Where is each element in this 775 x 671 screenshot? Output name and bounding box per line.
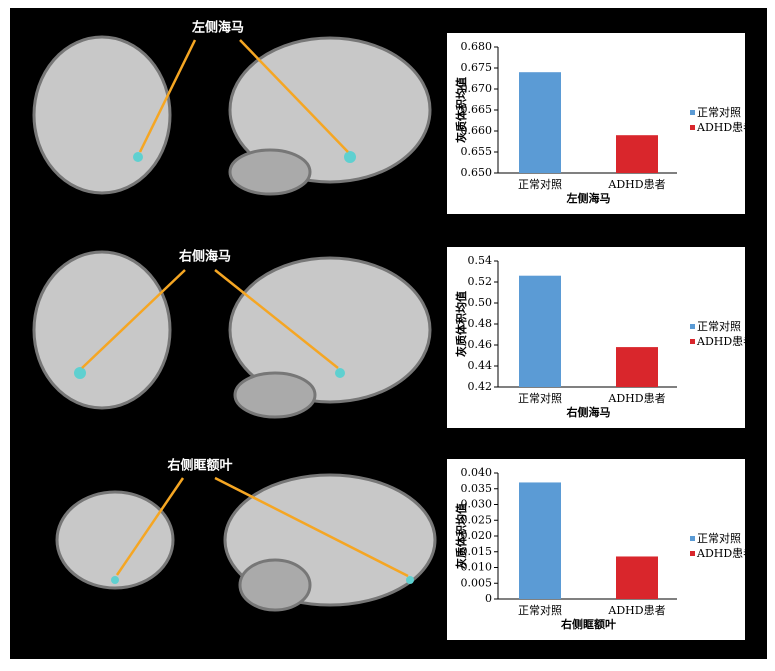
y-tick-label: 0.52 <box>468 275 493 288</box>
bar <box>616 556 658 599</box>
legend-label: 正常对照 <box>697 531 741 545</box>
x-axis-label: 右侧眶额叶 <box>560 617 616 631</box>
x-axis-label: 右侧海马 <box>566 405 611 419</box>
coronal-brain <box>55 490 175 590</box>
legend-swatch <box>690 551 695 556</box>
y-tick-label: 0.020 <box>461 529 493 542</box>
x-tick-label: 正常对照 <box>518 177 562 191</box>
y-tick-label: 0.670 <box>461 82 493 95</box>
y-tick-label: 0.650 <box>461 166 493 179</box>
y-tick-label: 0.44 <box>468 359 493 372</box>
region <box>406 576 414 584</box>
y-tick-label: 0.46 <box>468 338 493 351</box>
region-label: 右侧海马 <box>178 249 231 265</box>
arrow <box>81 269 186 369</box>
y-tick-label: 0.035 <box>461 482 493 495</box>
y-tick-label: 0.040 <box>461 466 493 479</box>
regions <box>74 151 414 584</box>
arrow <box>214 476 409 578</box>
legend-label: ADHD患者 <box>696 335 754 348</box>
sagittal-brain <box>228 36 432 184</box>
y-axis-label: 灰质体积均值 <box>454 291 468 357</box>
cerebellum <box>233 371 317 419</box>
y-tick-label: 0.025 <box>461 513 493 526</box>
bar <box>519 482 561 599</box>
legend-swatch <box>690 339 695 344</box>
y-tick-label: 0.005 <box>461 576 493 589</box>
bar <box>519 275 561 387</box>
x-tick-label: ADHD患者 <box>607 392 665 405</box>
arrow <box>115 477 185 576</box>
y-tick-label: 0.655 <box>461 145 493 158</box>
chart-panel <box>447 247 745 428</box>
y-tick-label: 0.665 <box>461 103 493 116</box>
arrows <box>81 39 409 578</box>
brain-images <box>32 35 437 612</box>
arrow <box>214 269 339 369</box>
region <box>133 152 143 162</box>
y-tick-label: 0.50 <box>468 296 493 309</box>
region <box>344 151 356 163</box>
x-tick-label: 正常对照 <box>518 603 562 617</box>
coronal-brain <box>32 250 172 410</box>
region-label: 左侧海马 <box>192 20 244 36</box>
y-tick-label: 0.675 <box>461 61 493 74</box>
region <box>74 367 86 379</box>
y-tick-label: 0.54 <box>468 254 493 267</box>
arrow <box>239 39 349 153</box>
y-axis-label: 灰质体积均值 <box>454 503 468 569</box>
y-tick-label: 0.42 <box>468 380 493 393</box>
region <box>111 576 119 584</box>
cerebellum <box>228 148 312 196</box>
bar <box>616 135 658 173</box>
legend-label: 正常对照 <box>697 319 741 333</box>
legend-swatch <box>690 324 695 329</box>
x-tick-label: ADHD患者 <box>607 178 665 191</box>
region-label: 右侧眶额叶 <box>166 458 232 474</box>
y-tick-label: 0.015 <box>461 545 493 558</box>
y-tick-label: 0.680 <box>461 40 493 53</box>
legend-label: 正常对照 <box>697 105 741 119</box>
legend-swatch <box>690 536 695 541</box>
y-tick-label: 0.48 <box>468 317 493 330</box>
chart-panel <box>447 33 745 214</box>
y-tick-label: 0.010 <box>461 561 493 574</box>
y-tick-label: 0 <box>485 592 492 605</box>
sagittal-brain <box>228 256 432 404</box>
x-tick-label: ADHD患者 <box>607 604 665 617</box>
region <box>335 368 345 378</box>
arrow <box>138 39 197 153</box>
coronal-brain <box>32 35 172 195</box>
bar <box>616 347 658 387</box>
y-tick-label: 0.030 <box>461 498 493 511</box>
cerebellum <box>238 558 312 612</box>
legend-label: ADHD患者 <box>696 121 754 134</box>
bar <box>519 72 561 173</box>
legend-swatch <box>690 110 695 115</box>
x-axis-label: 左侧海马 <box>566 191 611 205</box>
legend-swatch <box>690 125 695 130</box>
legend-label: ADHD患者 <box>696 547 754 560</box>
y-tick-label: 0.660 <box>461 124 493 137</box>
x-tick-label: 正常对照 <box>518 391 562 405</box>
y-axis-label: 灰质体积均值 <box>454 77 468 143</box>
